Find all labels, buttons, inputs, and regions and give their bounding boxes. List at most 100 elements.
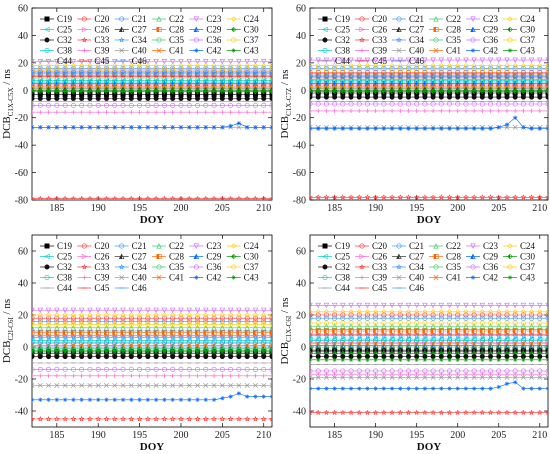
data-point bbox=[219, 67, 225, 73]
legend-marker bbox=[118, 26, 125, 33]
data-point bbox=[204, 350, 208, 354]
data-point bbox=[87, 195, 93, 200]
data-point bbox=[528, 332, 535, 339]
data-point bbox=[112, 342, 118, 348]
data-point bbox=[488, 374, 493, 380]
data-point bbox=[170, 65, 176, 71]
data-point bbox=[373, 309, 379, 315]
data-point bbox=[471, 57, 477, 63]
data-point bbox=[204, 398, 208, 402]
data-point bbox=[137, 398, 142, 402]
data-point bbox=[447, 65, 453, 71]
legend-marker bbox=[119, 16, 125, 22]
data-point bbox=[315, 315, 321, 321]
data-point bbox=[512, 309, 518, 315]
legend-label: C27 bbox=[409, 25, 425, 35]
data-point bbox=[136, 195, 143, 200]
x-tick-label: 205 bbox=[215, 430, 230, 441]
data-point bbox=[219, 65, 225, 71]
data-point bbox=[545, 338, 548, 344]
legend-item-C41: C41 bbox=[152, 273, 184, 283]
data-point bbox=[512, 89, 518, 95]
data-point bbox=[487, 309, 494, 315]
data-point bbox=[62, 416, 68, 422]
data-point bbox=[414, 374, 420, 380]
data-point bbox=[103, 416, 110, 422]
data-point bbox=[349, 126, 353, 131]
data-point bbox=[145, 65, 151, 71]
data-point bbox=[373, 338, 379, 344]
data-point bbox=[315, 83, 321, 89]
data-point bbox=[463, 338, 469, 344]
data-point bbox=[228, 88, 233, 93]
y-tick-label: 60 bbox=[296, 247, 306, 258]
data-point bbox=[323, 83, 329, 89]
data-point bbox=[145, 67, 151, 73]
data-point bbox=[332, 358, 337, 362]
data-point bbox=[128, 79, 134, 85]
data-point bbox=[323, 89, 330, 95]
legend-label: C29 bbox=[483, 25, 499, 35]
data-point bbox=[487, 57, 494, 63]
data-point bbox=[269, 334, 272, 340]
data-point bbox=[455, 88, 460, 93]
data-point bbox=[364, 89, 371, 95]
legend-item-C24: C24 bbox=[503, 241, 536, 251]
data-point bbox=[381, 320, 387, 326]
legend-item-C34: C34 bbox=[392, 35, 425, 45]
data-point bbox=[528, 89, 535, 95]
legend-label: C35 bbox=[446, 262, 462, 272]
data-point bbox=[348, 341, 354, 347]
data-point bbox=[364, 336, 370, 342]
data-point bbox=[203, 324, 209, 331]
data-point bbox=[373, 83, 379, 89]
legend-label: C29 bbox=[206, 25, 222, 35]
legend-marker bbox=[231, 253, 237, 260]
data-point bbox=[219, 334, 226, 340]
legend-item-C42: C42 bbox=[189, 273, 221, 283]
data-point bbox=[512, 312, 518, 318]
data-point bbox=[120, 382, 126, 388]
data-point bbox=[310, 194, 313, 200]
data-point bbox=[372, 342, 379, 348]
series-C41 bbox=[310, 83, 548, 89]
legend-item-C39: C39 bbox=[355, 273, 388, 283]
data-point bbox=[529, 315, 535, 321]
data-point bbox=[161, 334, 168, 340]
data-point bbox=[406, 374, 411, 380]
data-point bbox=[145, 354, 151, 360]
legend-item-C45: C45 bbox=[355, 56, 388, 66]
data-point bbox=[211, 354, 217, 360]
data-point bbox=[95, 102, 101, 108]
data-point bbox=[38, 350, 43, 354]
data-point bbox=[341, 358, 345, 362]
data-point bbox=[529, 338, 535, 344]
legend-label: C20 bbox=[94, 14, 110, 24]
legend-label: C41 bbox=[169, 273, 184, 283]
data-point bbox=[455, 65, 461, 71]
data-point bbox=[128, 67, 134, 73]
data-point bbox=[162, 125, 167, 130]
data-point bbox=[128, 65, 134, 71]
series-C37 bbox=[32, 322, 272, 328]
data-point bbox=[227, 89, 234, 95]
data-point bbox=[455, 126, 460, 131]
data-point bbox=[211, 322, 217, 328]
data-point bbox=[520, 309, 527, 315]
legend-label: C30 bbox=[520, 252, 536, 262]
x-tick-label: 210 bbox=[532, 203, 547, 214]
data-point bbox=[244, 83, 250, 89]
data-point bbox=[340, 344, 346, 350]
data-point bbox=[71, 125, 76, 130]
data-point bbox=[422, 336, 428, 342]
data-point bbox=[390, 88, 394, 93]
data-point bbox=[357, 88, 361, 93]
legend-item-C32: C32 bbox=[40, 35, 72, 45]
data-point bbox=[520, 89, 527, 95]
data-point bbox=[32, 195, 35, 200]
legend-marker bbox=[44, 253, 50, 260]
data-point bbox=[447, 338, 453, 344]
data-point bbox=[178, 89, 184, 95]
legend-label: C42 bbox=[206, 46, 221, 56]
